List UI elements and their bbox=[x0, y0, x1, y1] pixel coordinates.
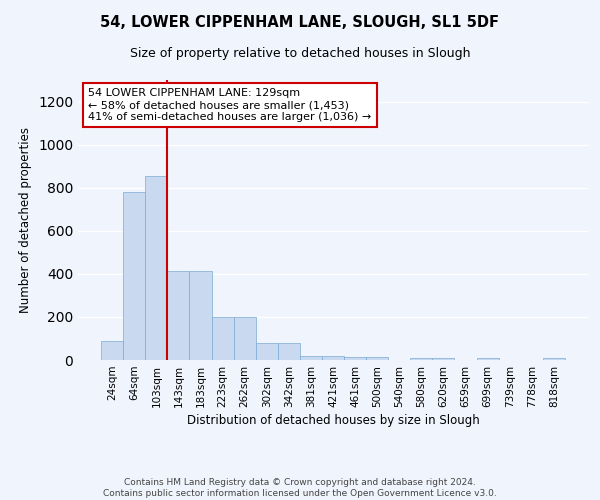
Bar bbox=[344, 357, 366, 360]
Y-axis label: Number of detached properties: Number of detached properties bbox=[19, 127, 32, 313]
Bar bbox=[543, 358, 565, 360]
Bar bbox=[256, 343, 278, 360]
Bar bbox=[410, 358, 433, 360]
Bar bbox=[123, 192, 145, 360]
Bar bbox=[322, 356, 344, 360]
Bar bbox=[476, 358, 499, 360]
Bar bbox=[366, 357, 388, 360]
Text: 54, LOWER CIPPENHAM LANE, SLOUGH, SL1 5DF: 54, LOWER CIPPENHAM LANE, SLOUGH, SL1 5D… bbox=[101, 15, 499, 30]
Bar bbox=[145, 176, 167, 360]
Bar bbox=[167, 270, 190, 360]
Bar bbox=[300, 356, 322, 360]
Bar bbox=[278, 343, 300, 360]
Text: Contains HM Land Registry data © Crown copyright and database right 2024.
Contai: Contains HM Land Registry data © Crown c… bbox=[103, 478, 497, 498]
Bar bbox=[190, 270, 212, 360]
Text: 54 LOWER CIPPENHAM LANE: 129sqm
← 58% of detached houses are smaller (1,453)
41%: 54 LOWER CIPPENHAM LANE: 129sqm ← 58% of… bbox=[88, 88, 371, 122]
Bar bbox=[433, 358, 454, 360]
Bar bbox=[233, 317, 256, 360]
Bar bbox=[212, 317, 233, 360]
X-axis label: Distribution of detached houses by size in Slough: Distribution of detached houses by size … bbox=[187, 414, 479, 427]
Text: Size of property relative to detached houses in Slough: Size of property relative to detached ho… bbox=[130, 48, 470, 60]
Bar bbox=[101, 340, 123, 360]
